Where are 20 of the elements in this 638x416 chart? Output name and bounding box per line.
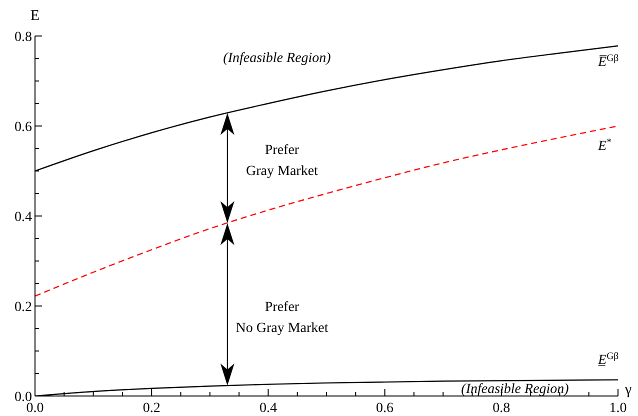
- annotation: Prefer Gray Market: [246, 143, 318, 179]
- y-tick-label: 0.6: [14, 120, 32, 135]
- y-tick-label: 0.2: [14, 300, 32, 315]
- series-label: E̲$^{Gβ}$: [597, 350, 619, 368]
- annotation: Prefer No Gray Market: [236, 300, 328, 336]
- x-tick-label: 0.6: [376, 401, 394, 416]
- x-tick-label: 1.0: [609, 401, 627, 416]
- x-tick-label: 0.4: [259, 401, 277, 416]
- series-label: E$^{*}$: [597, 136, 612, 154]
- x-tick-label: 0.0: [26, 401, 44, 416]
- y-tick-label: 0.8: [14, 30, 32, 45]
- x-tick-label: 0.2: [142, 401, 160, 416]
- y-tick-label: 0.4: [14, 210, 32, 225]
- annotation: (Infeasible Region): [223, 51, 332, 66]
- x-tick-label: 0.8: [492, 401, 510, 416]
- x-axis-title: γ: [624, 382, 632, 398]
- annotation: (Infeasible Region): [461, 382, 570, 397]
- line-series: [35, 125, 618, 297]
- series-label: E̅$^{Gβ}$: [597, 52, 619, 70]
- y-axis-title: E: [30, 8, 40, 24]
